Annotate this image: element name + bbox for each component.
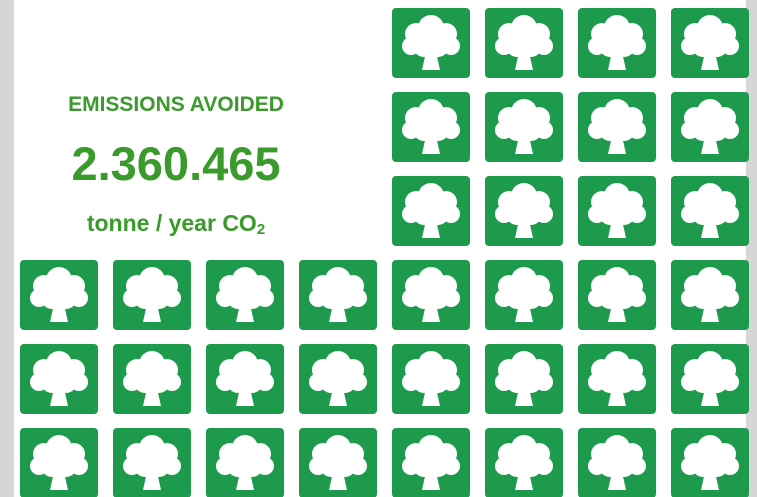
value: 2.360.465 bbox=[71, 137, 280, 190]
unit-line: tonne / year CO2 bbox=[87, 210, 265, 238]
title: EMISSIONS AVOIDED bbox=[68, 93, 284, 116]
unit-subscript: 2 bbox=[257, 221, 265, 238]
panel bbox=[14, 0, 746, 497]
unit: tonne / year CO bbox=[87, 210, 257, 236]
